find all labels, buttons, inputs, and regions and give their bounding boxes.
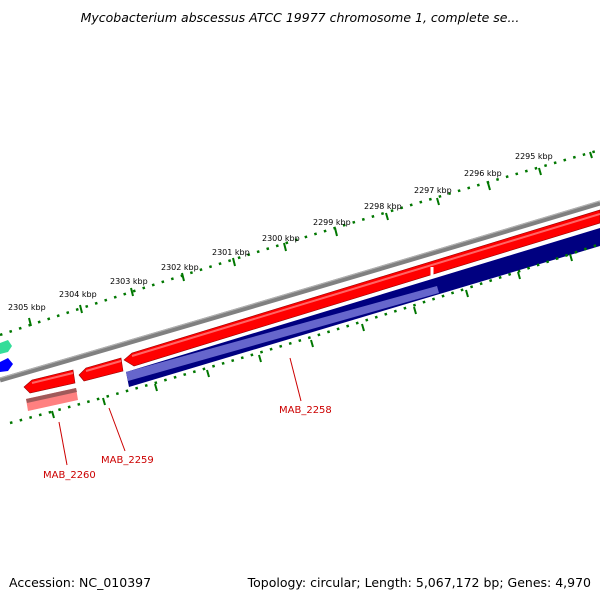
scale-label: 2299 kbp [313, 218, 351, 227]
blue-feature[interactable] [0, 358, 13, 372]
backbone-highlight [0, 200, 600, 379]
accession-text: Accession: NC_010397 [9, 575, 152, 590]
teal-feature[interactable] [0, 340, 12, 354]
gene-label: MAB_2259 [101, 455, 154, 466]
backbone-ring [0, 200, 600, 383]
gene-label: MAB_2260 [43, 470, 96, 481]
scale-label: 2302 kbp [161, 263, 199, 272]
scale-label: 2304 kbp [59, 290, 97, 299]
forward-genes[interactable] [23, 209, 600, 394]
scale-label: 2305 kbp [8, 303, 46, 312]
scale-label: 2298 kbp [364, 202, 402, 211]
scale-label: 2301 kbp [212, 248, 250, 257]
scale-labels: 2295 kbp 2296 kbp 2297 kbp 2298 kbp 2299… [8, 152, 553, 312]
gene-bar-light [126, 286, 439, 381]
scale-label: 2303 kbp [110, 277, 148, 286]
map-title: Mycobacterium abscessus ATCC 19977 chrom… [80, 10, 520, 25]
scale-label: 2300 kbp [262, 234, 300, 243]
scale-label: 2297 kbp [414, 186, 452, 195]
topology-summary: Topology: circular; Length: 5,067,172 bp… [247, 575, 591, 590]
scale-label: 2295 kbp [515, 152, 553, 161]
gene-label: MAB_2258 [279, 405, 332, 416]
outer-scale-ring [0, 148, 600, 337]
gene-mab-2258[interactable] [123, 209, 600, 367]
gene-feature-bars[interactable] [26, 228, 600, 411]
inner-scale-ring [9, 242, 600, 425]
gene-labels: MAB_2258 MAB_2259 MAB_2260 [43, 357, 332, 481]
scale-label: 2296 kbp [464, 169, 502, 178]
